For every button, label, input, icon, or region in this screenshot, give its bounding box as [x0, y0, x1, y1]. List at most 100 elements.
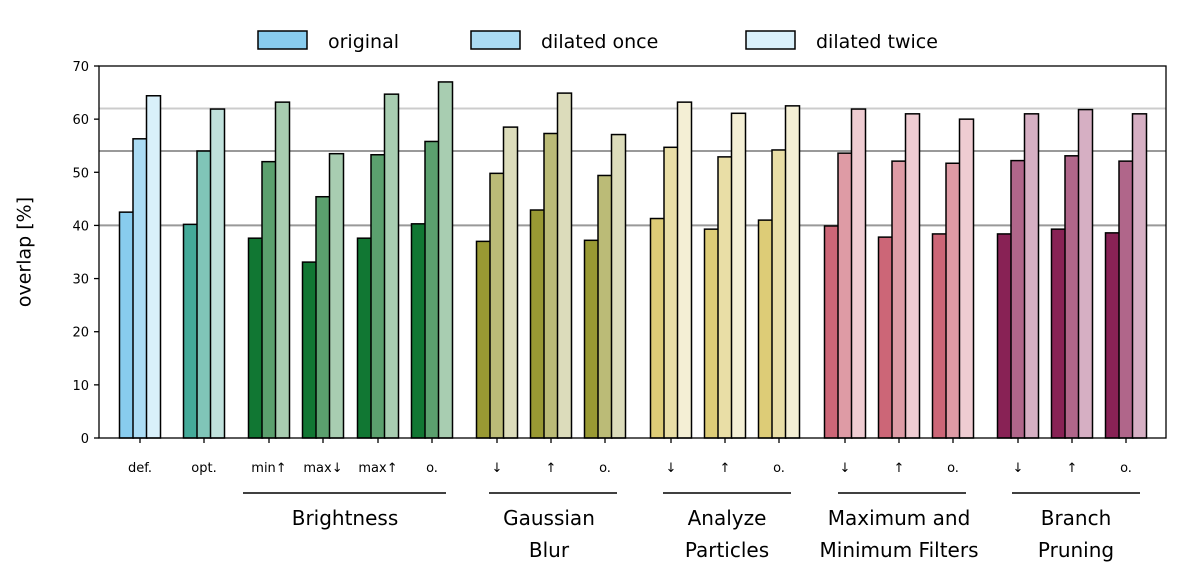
- x-axis: def. opt. min↑ max↓ max↑ o. ↓ ↑ o. ↓ ↑ o. ↓ ↑ o. ↓ ↑ o.: [128, 438, 1132, 476]
- x-tick-label: o.: [947, 461, 959, 476]
- x-tick-label: o.: [426, 461, 438, 476]
- legend-swatch: [257, 30, 308, 50]
- bar: [649, 217, 666, 439]
- bar: [1064, 155, 1080, 439]
- bar: [410, 223, 427, 439]
- bar: [931, 233, 948, 439]
- bar: [676, 101, 693, 439]
- x-tick-label: ↓: [492, 461, 503, 476]
- bar: [328, 152, 345, 439]
- group-label: Branch: [1041, 506, 1112, 530]
- bar: [145, 95, 162, 439]
- x-tick-label: ↓: [840, 461, 851, 476]
- group-label: Pruning: [1038, 538, 1114, 562]
- bar: [247, 237, 264, 439]
- bar: [703, 228, 720, 439]
- x-tick-label: opt.: [191, 461, 216, 476]
- bar: [730, 112, 747, 439]
- bar: [274, 101, 291, 439]
- y-axis-label: overlap [%]: [14, 197, 36, 307]
- legend-swatch: [470, 30, 521, 50]
- y-tick-label: 20: [72, 326, 89, 341]
- y-tick-label: 0: [81, 432, 89, 447]
- bar: [1023, 113, 1040, 439]
- group-labels: Brightness Gaussian Blur Analyze Particles Ma…: [243, 492, 1140, 562]
- group-label: Maximum and: [828, 506, 971, 530]
- bar: [1104, 232, 1121, 439]
- bar: [1118, 160, 1134, 439]
- bar: [945, 162, 961, 439]
- group-label: Particles: [685, 538, 769, 562]
- bar: [877, 236, 894, 439]
- y-tick-label: 70: [72, 60, 89, 75]
- legend: original dilated once dilated twice: [257, 30, 938, 53]
- legend-swatch: [745, 30, 796, 50]
- bar: [784, 105, 801, 439]
- bar: [315, 195, 331, 439]
- group-label: Minimum Filters: [820, 538, 979, 562]
- x-tick-label: ↑: [1067, 461, 1078, 476]
- x-tick-label: max↓: [303, 461, 342, 476]
- bar: [196, 150, 212, 439]
- bar: [1077, 108, 1094, 439]
- group-label: Brightness: [292, 506, 399, 530]
- bar: [370, 153, 386, 439]
- x-tick-label: ↑: [894, 461, 905, 476]
- bar: [597, 174, 613, 439]
- bar: [583, 239, 600, 439]
- y-tick-label: 60: [72, 113, 89, 128]
- x-tick-label: ↓: [666, 461, 677, 476]
- bar: [556, 92, 573, 439]
- bar: [717, 156, 733, 439]
- bar: [891, 160, 907, 439]
- bar: [837, 152, 853, 439]
- y-tick-label: 30: [72, 273, 89, 288]
- y-tick-label: 10: [72, 379, 89, 394]
- bar: [209, 108, 226, 439]
- bar: [261, 160, 277, 439]
- bar: [182, 223, 199, 439]
- bar: [502, 126, 519, 439]
- bar: [757, 219, 774, 439]
- x-tick-label: o.: [773, 461, 785, 476]
- group-label: Blur: [529, 538, 570, 562]
- bar: [383, 93, 400, 439]
- bar: [424, 140, 440, 439]
- bar: [823, 225, 840, 439]
- y-tick-label: 40: [72, 219, 89, 234]
- bar: [1131, 113, 1148, 439]
- bar: [132, 138, 148, 439]
- bar: [356, 237, 373, 439]
- bar: [958, 118, 975, 439]
- x-tick-label: def.: [128, 461, 152, 476]
- bar: [1010, 159, 1026, 439]
- bar: [904, 113, 921, 439]
- legend-label: dilated twice: [816, 31, 938, 53]
- bar: [529, 209, 546, 439]
- bar: [543, 132, 559, 439]
- bar: [437, 81, 454, 439]
- bar: [663, 146, 679, 439]
- x-tick-label: min↑: [251, 461, 286, 476]
- bar: [301, 261, 318, 439]
- legend-label: dilated once: [541, 31, 658, 53]
- bar: [771, 149, 787, 439]
- bar: [610, 133, 627, 439]
- y-axis: 0 10 20 30 40 50 60 70: [72, 60, 99, 447]
- bar: [118, 211, 135, 439]
- y-tick-label: 50: [72, 166, 89, 181]
- x-tick-label: o.: [599, 461, 611, 476]
- bars: [118, 81, 1148, 439]
- bar: [996, 233, 1013, 439]
- bar: [475, 240, 492, 439]
- reference-lines: [99, 107, 1166, 227]
- x-tick-label: ↑: [720, 461, 731, 476]
- bar: [850, 108, 867, 439]
- x-tick-label: ↓: [1013, 461, 1024, 476]
- bar: [1050, 228, 1067, 439]
- x-tick-label: ↑: [546, 461, 557, 476]
- bar: [489, 172, 505, 439]
- group-label: Analyze: [688, 506, 767, 530]
- group-label: Gaussian: [503, 506, 595, 530]
